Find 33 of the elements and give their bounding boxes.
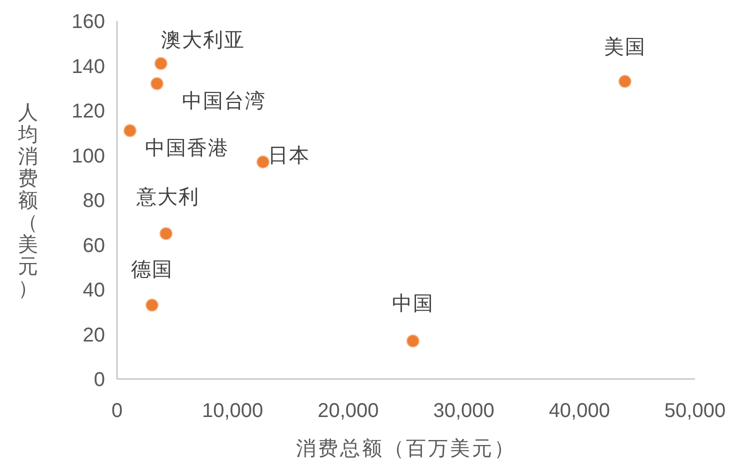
x-tick-label: 20,000: [318, 400, 379, 422]
x-tick-label: 0: [111, 400, 123, 422]
y-tick-label: 140: [72, 56, 105, 78]
y-tick-label: 160: [72, 11, 105, 33]
x-tick-label: 50,000: [664, 400, 726, 422]
x-axis-title: 消费总额（百万美元）: [296, 436, 516, 460]
annotation: 德国: [131, 257, 174, 282]
annotation: 日本: [268, 142, 310, 167]
point: [160, 227, 173, 240]
x-tick-label: 40,000: [548, 400, 610, 422]
y-tick-label: 100: [72, 145, 105, 168]
y-tick-label: 40: [82, 280, 105, 302]
point: [154, 57, 168, 70]
point: [256, 155, 270, 168]
point: [150, 77, 164, 90]
y-tick-label: 60: [82, 234, 105, 257]
x-tick-label: 30,000: [433, 400, 494, 422]
annotation: 澳大利亚: [160, 28, 245, 52]
y-tick-label: 20: [82, 324, 105, 346]
point: [618, 74, 632, 88]
y-tick-label: 0: [94, 369, 105, 391]
annotation: 意大利: [136, 184, 200, 209]
point: [406, 334, 420, 348]
x-tick-label: 10,000: [202, 400, 264, 422]
annotation: 中国香港: [145, 136, 230, 160]
y-tick-label: 120: [72, 100, 105, 122]
annotation: 中国: [392, 290, 434, 315]
point: [146, 298, 159, 312]
annotation: 中国台湾: [182, 88, 266, 113]
point: [124, 124, 137, 138]
annotation: 美国: [604, 34, 646, 58]
y-tick-label: 80: [82, 190, 105, 212]
text: 人均消费额（美元）: [18, 100, 38, 300]
